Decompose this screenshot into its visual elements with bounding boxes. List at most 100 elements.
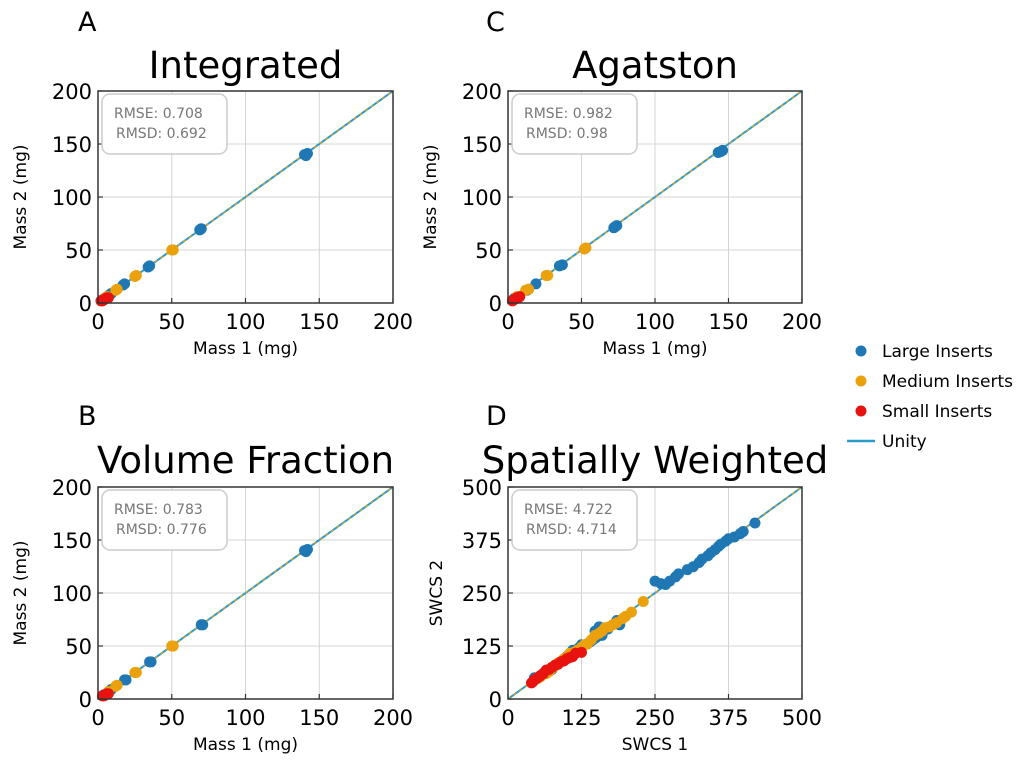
y-tick-label: 375 xyxy=(462,529,502,553)
data-point xyxy=(120,674,132,686)
x-tick-label: 100 xyxy=(635,310,675,334)
data-point xyxy=(142,261,154,273)
y-tick-label: 100 xyxy=(52,186,92,210)
legend-item: Small Inserts xyxy=(855,402,992,422)
x-tick-label: 50 xyxy=(158,310,185,334)
legend-label: Medium Inserts xyxy=(882,372,1013,392)
y-tick-label: 0 xyxy=(489,292,502,316)
panel-letter: C xyxy=(486,7,505,38)
y-tick-label: 50 xyxy=(65,635,92,659)
y-tick-label: 100 xyxy=(462,186,502,210)
data-point xyxy=(526,677,538,689)
y-axis-label: Mass 2 (mg) xyxy=(11,540,31,645)
y-tick-label: 0 xyxy=(489,688,502,712)
panel-c: C Agatston 0 50 100 150 200 0 50 100 150 200 Mass 1 … xyxy=(421,7,822,359)
x-tick-label: 200 xyxy=(373,706,413,730)
series-small xyxy=(96,688,114,702)
stats-box xyxy=(101,93,228,155)
data-point xyxy=(300,546,312,558)
y-tick-label: 50 xyxy=(65,239,92,263)
panel-letter: B xyxy=(78,401,97,432)
data-point xyxy=(197,619,209,631)
y-tick-label: 200 xyxy=(462,80,502,104)
x-tick-label: 100 xyxy=(225,310,265,334)
data-point xyxy=(749,517,761,529)
x-tick-label: 50 xyxy=(568,310,595,334)
x-tick-label: 0 xyxy=(91,706,104,730)
data-point xyxy=(715,145,727,157)
legend: Large Inserts Medium Inserts Small Inserts… xyxy=(847,342,1013,452)
rmsd-text: RMSD: 4.714 xyxy=(526,522,617,538)
x-axis-label: Mass 1 (mg) xyxy=(602,339,707,359)
x-tick-label: 0 xyxy=(91,310,104,334)
x-axis-label: Mass 1 (mg) xyxy=(193,735,298,755)
x-tick-label: 150 xyxy=(299,310,339,334)
data-point xyxy=(167,244,179,256)
data-point xyxy=(681,564,693,576)
x-tick-label: 125 xyxy=(561,706,601,730)
stats-box xyxy=(101,489,228,551)
legend-item: Medium Inserts xyxy=(855,372,1013,392)
y-tick-label: 200 xyxy=(52,476,92,500)
data-point xyxy=(542,269,554,281)
y-tick-label: 250 xyxy=(462,582,502,606)
data-point xyxy=(102,292,114,304)
panel-letter: A xyxy=(78,7,97,38)
data-point xyxy=(580,242,592,254)
x-tick-label: 200 xyxy=(782,310,822,334)
rmse-text: RMSE: 0.783 xyxy=(114,502,203,518)
y-tick-label: 0 xyxy=(79,292,92,316)
data-point xyxy=(637,595,649,607)
series-small xyxy=(526,646,587,689)
y-axis-label: Mass 2 (mg) xyxy=(421,144,441,249)
data-point xyxy=(649,575,661,587)
legend-item: Large Inserts xyxy=(855,342,993,362)
rmsd-text: RMSD: 0.692 xyxy=(116,126,207,142)
legend-label: Small Inserts xyxy=(882,402,992,422)
y-tick-label: 500 xyxy=(462,476,502,500)
legend-marker xyxy=(855,375,867,387)
data-point xyxy=(110,284,122,296)
legend-marker xyxy=(855,345,867,357)
stats-box xyxy=(511,489,638,551)
x-tick-label: 500 xyxy=(782,706,822,730)
legend-item: Unity xyxy=(847,432,927,452)
data-point xyxy=(102,688,114,700)
series-small xyxy=(506,291,526,307)
data-point xyxy=(194,224,206,236)
y-tick-label: 50 xyxy=(475,239,502,263)
data-point xyxy=(300,150,312,162)
unity-dash-line xyxy=(507,90,803,304)
panel-letter: D xyxy=(486,401,507,432)
chart-title: Agatston xyxy=(572,44,738,87)
x-tick-label: 200 xyxy=(373,310,413,334)
y-tick-label: 0 xyxy=(79,688,92,712)
data-point xyxy=(130,667,142,678)
rmse-text: RMSE: 4.722 xyxy=(524,502,613,518)
y-tick-label: 200 xyxy=(52,80,92,104)
data-point xyxy=(553,260,565,272)
rmse-text: RMSE: 0.708 xyxy=(114,106,203,122)
x-tick-label: 100 xyxy=(225,706,265,730)
unity-dash-line xyxy=(97,90,394,304)
series-medium xyxy=(102,640,179,698)
y-tick-label: 150 xyxy=(462,133,502,157)
unity-dash-line xyxy=(97,486,394,700)
y-tick-label: 125 xyxy=(462,635,502,659)
data-point xyxy=(167,640,179,652)
y-axis-label: SWCS 2 xyxy=(427,560,447,626)
y-axis-label: Mass 2 (mg) xyxy=(11,144,31,249)
x-tick-label: 0 xyxy=(501,310,514,334)
y-tick-label: 150 xyxy=(52,133,92,157)
rmsd-text: RMSD: 0.776 xyxy=(116,522,207,538)
x-axis-label: SWCS 1 xyxy=(622,735,688,755)
panel-a: A Integrated 0 50 100 150 200 0 50 100 150 200 Mass … xyxy=(11,7,413,359)
data-point xyxy=(130,269,142,281)
data-point xyxy=(514,291,526,303)
legend-label: Unity xyxy=(882,432,927,452)
panel-d: D Spatially Weighted 0 125 250 375 500 0 125 250 3… xyxy=(427,401,828,755)
x-tick-label: 50 xyxy=(158,706,185,730)
stats-box xyxy=(511,93,638,155)
